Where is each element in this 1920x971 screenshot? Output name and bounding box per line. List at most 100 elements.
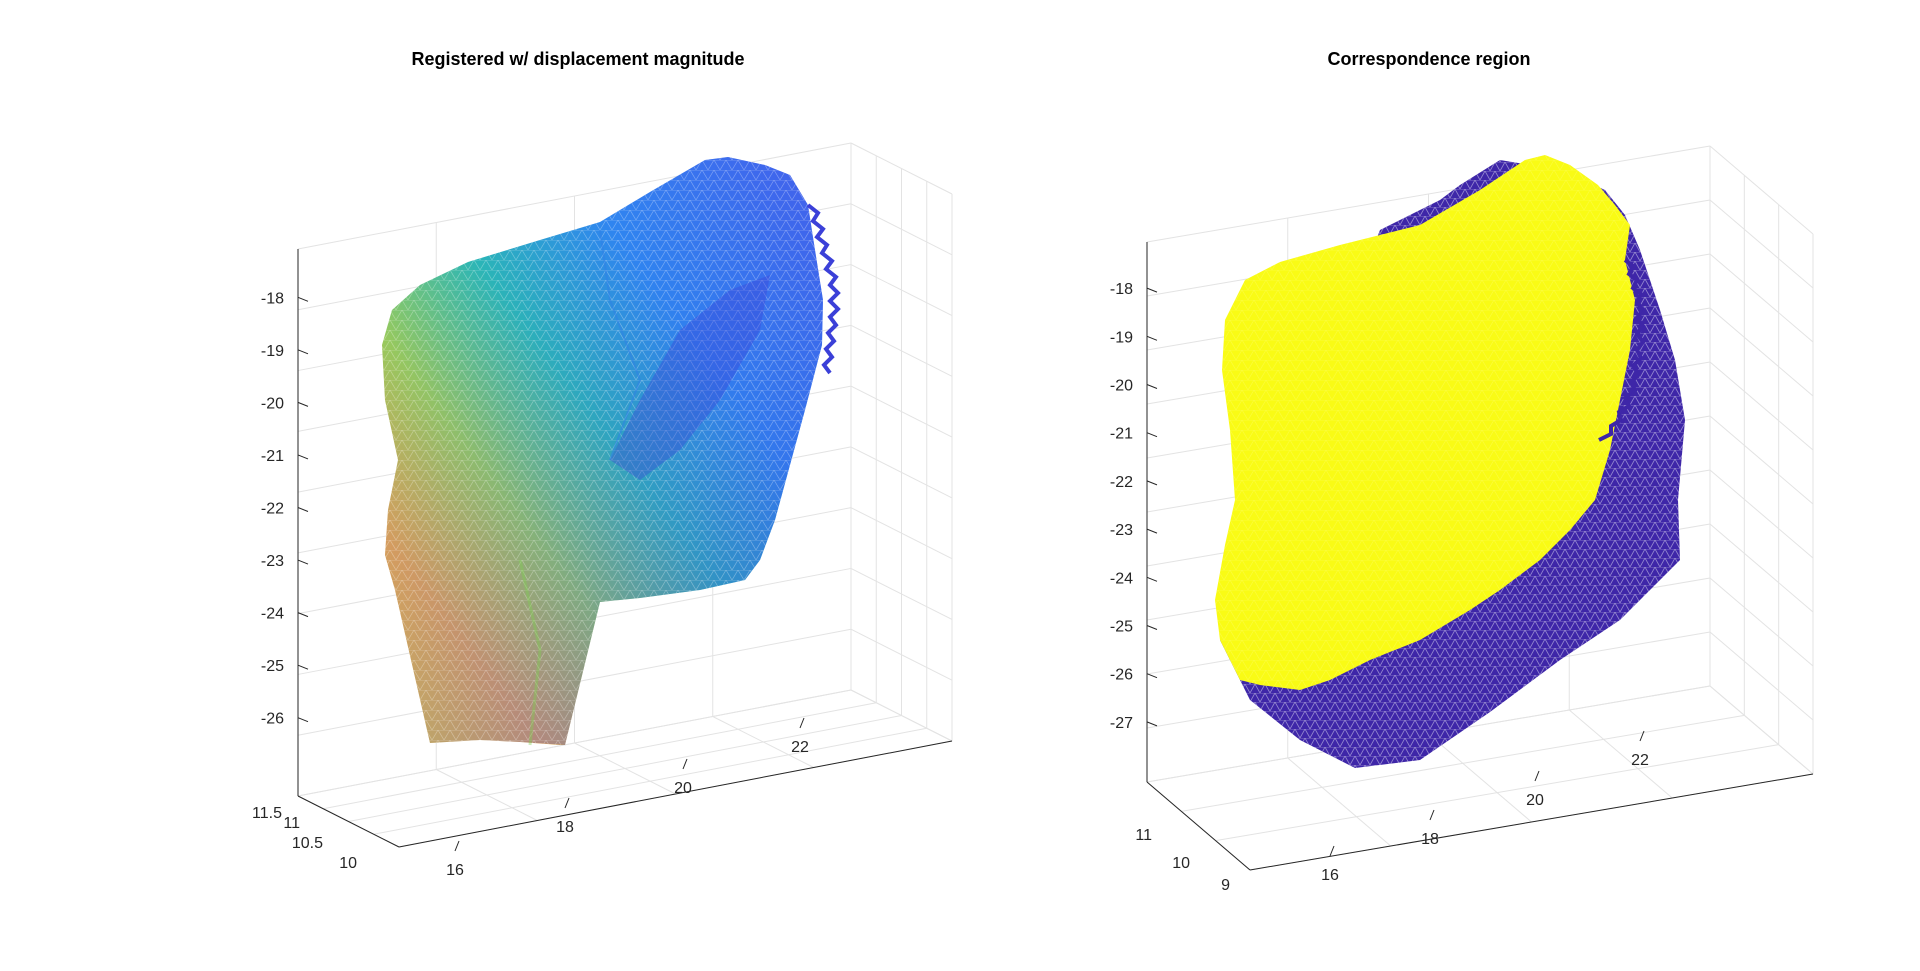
grid-line xyxy=(850,507,953,560)
z-tick xyxy=(297,401,309,407)
z-tick xyxy=(1146,335,1158,341)
z-tick-label: -26 xyxy=(1110,667,1133,684)
z-tick xyxy=(297,349,309,355)
z-tick xyxy=(297,454,309,460)
grid-line xyxy=(850,203,953,256)
z-tick-label: -19 xyxy=(261,343,284,360)
grid-line xyxy=(323,702,877,810)
z-tick-label: -24 xyxy=(261,606,284,623)
x-tick xyxy=(564,797,570,809)
y-tick-label: 10.5 xyxy=(292,835,323,852)
x-tick-label: 20 xyxy=(1526,792,1544,809)
title-correspondence: Correspondence region xyxy=(1327,49,1530,69)
grid-line xyxy=(850,142,953,195)
z-tick xyxy=(297,507,309,512)
x-tick-label: 18 xyxy=(1421,831,1439,848)
z-tick xyxy=(1146,528,1158,534)
grid-line xyxy=(373,727,927,835)
region-boundary xyxy=(1598,258,1646,442)
z-tick xyxy=(1146,721,1158,727)
grid-line xyxy=(1709,199,1814,289)
grid-line xyxy=(850,264,953,317)
y-tick-label: 10 xyxy=(339,855,357,872)
grid-line xyxy=(1709,415,1814,505)
x-tick xyxy=(799,717,805,729)
x-tick xyxy=(454,840,460,852)
z-tick xyxy=(1146,287,1158,293)
z-tick xyxy=(1146,576,1158,582)
grid-line xyxy=(850,385,953,438)
x-tick-label: 18 xyxy=(556,819,574,836)
y-tick-label: 10 xyxy=(1172,855,1190,872)
z-tick-label: -25 xyxy=(261,658,284,675)
z-tick xyxy=(1146,673,1158,679)
z-tick-label: -22 xyxy=(1110,474,1133,491)
grid-line xyxy=(1709,631,1814,721)
grid-line xyxy=(348,715,902,822)
z-tick-label: -21 xyxy=(261,448,284,465)
grid-line xyxy=(1709,469,1814,559)
grid-line xyxy=(1181,714,1745,812)
y-tick-label: 9 xyxy=(1221,877,1230,894)
grid-line xyxy=(1287,757,1392,847)
z-tick xyxy=(1146,384,1158,389)
x-tick xyxy=(682,758,688,770)
x-tick-label: 22 xyxy=(791,739,809,756)
x-tick xyxy=(1639,730,1645,742)
z-tick-label: -25 xyxy=(1110,619,1133,636)
z-tick-label: -23 xyxy=(1110,522,1133,539)
z-tick xyxy=(1146,480,1158,486)
y-axis xyxy=(1146,781,1251,871)
x-tick xyxy=(1429,809,1435,821)
z-tick-label: -21 xyxy=(1110,426,1133,443)
z-tick xyxy=(297,717,309,723)
grid-line xyxy=(850,567,953,620)
x-tick xyxy=(1329,845,1335,857)
y-tick-label: 11.5 xyxy=(252,805,282,822)
x-axis xyxy=(1249,773,1814,871)
z-tick-label: -27 xyxy=(1110,715,1133,732)
grid-line xyxy=(297,142,852,250)
grid-line xyxy=(1709,523,1814,613)
grid-line xyxy=(1709,361,1814,451)
grid-line xyxy=(1146,145,1711,243)
z-tick-label: -20 xyxy=(1110,378,1133,395)
grid-line xyxy=(1709,577,1814,667)
grid-line xyxy=(850,324,953,377)
surface-fold-crease xyxy=(599,229,642,461)
z-tick-label: -20 xyxy=(261,395,284,412)
grid-line xyxy=(850,628,953,681)
z-tick-label: -26 xyxy=(261,711,284,728)
x-tick xyxy=(1534,770,1540,782)
grid-line xyxy=(850,446,953,499)
x-axis xyxy=(398,740,953,848)
x-tick-label: 16 xyxy=(446,862,464,879)
surface-correspondence xyxy=(1215,155,1685,768)
grid-line xyxy=(1709,253,1814,343)
surface-displacement xyxy=(382,157,841,746)
grid-line xyxy=(1709,307,1814,397)
z-tick-label: -24 xyxy=(1110,570,1133,587)
z-tick-label: -18 xyxy=(1110,281,1133,298)
grid-line xyxy=(1709,145,1814,235)
grid-line xyxy=(1568,709,1673,799)
surface-fold xyxy=(610,275,770,480)
title-displacement: Registered w/ displacement magnitude xyxy=(411,49,744,69)
y-tick-label: 11 xyxy=(1135,827,1152,844)
z-tick xyxy=(297,296,309,302)
grid-line xyxy=(1215,744,1779,842)
z-tick-label: -19 xyxy=(1110,329,1133,346)
y-tick-label: 11 xyxy=(283,815,300,832)
z-tick xyxy=(1146,432,1158,438)
z-tick xyxy=(297,612,309,618)
z-tick xyxy=(1146,625,1158,630)
surface-jagged-edge xyxy=(806,203,841,375)
x-tick-label: 20 xyxy=(674,780,692,797)
z-tick xyxy=(297,664,309,670)
x-tick-label: 22 xyxy=(1631,752,1649,769)
y-axis xyxy=(297,795,400,848)
grid-line xyxy=(1428,733,1532,823)
grid-line xyxy=(297,689,852,797)
x-tick-label: 16 xyxy=(1321,867,1339,884)
grid-line xyxy=(1709,685,1814,775)
